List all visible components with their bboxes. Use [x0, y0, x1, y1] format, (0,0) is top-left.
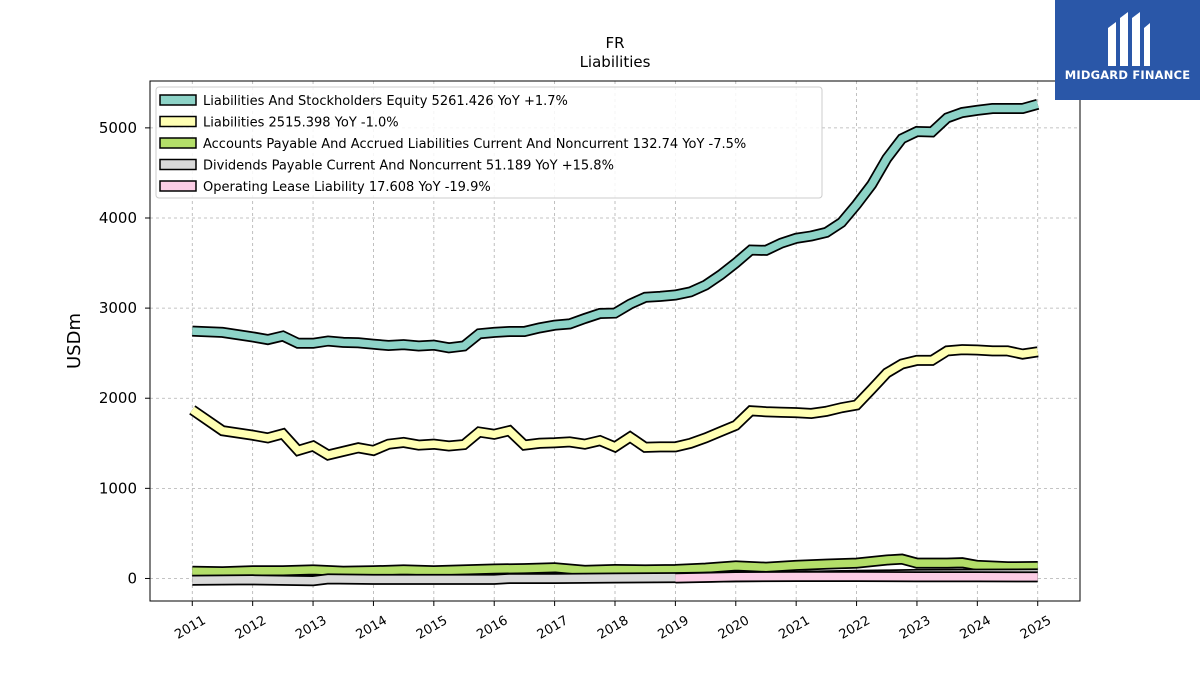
y-axis: 0 1000 2000 3000 4000 5000 — [99, 119, 150, 587]
y-axis-label: USDm — [64, 313, 85, 369]
legend-label: Liabilities And Stockholders Equity 5261… — [203, 94, 568, 109]
x-tick-label: 2018 — [595, 613, 631, 643]
series-line-1 — [190, 345, 1039, 460]
legend-swatch — [159, 115, 197, 128]
y-tick-label: 2000 — [99, 389, 137, 407]
y-tick-label: 3000 — [99, 299, 137, 317]
x-tick-label: 2022 — [837, 613, 873, 643]
chart-title: FR — [605, 34, 624, 52]
series-layer — [189, 99, 1040, 587]
x-axis: 2011 2012 2013 2014 2015 2016 2017 2018 2019 2020… — [172, 601, 1054, 643]
brand-name: MIDGARD FINANCE — [1064, 68, 1191, 82]
series-line-4 — [675, 572, 1038, 582]
series-line-0 — [192, 100, 1039, 352]
x-tick-label: 2019 — [656, 613, 692, 643]
x-tick-label: 2016 — [474, 613, 510, 643]
legend-label: Liabilities 2515.398 YoY -1.0% — [203, 116, 399, 131]
y-tick-label: 4000 — [99, 209, 137, 227]
legend-label: Operating Lease Liability 17.608 YoY -19… — [203, 180, 491, 195]
series-line-2 — [192, 555, 1038, 576]
legend-label: Accounts Payable And Accrued Liabilities… — [203, 137, 746, 152]
midgard-logo-icon — [1108, 12, 1150, 66]
legend-label: Dividends Payable Current And Noncurrent… — [203, 159, 614, 174]
x-tick-label: 2012 — [233, 613, 269, 643]
legend-swatch — [159, 180, 197, 192]
y-tick-label: 0 — [127, 569, 137, 587]
x-tick-label: 2024 — [958, 613, 994, 643]
legend: Liabilities And Stockholders Equity 5261… — [155, 86, 823, 199]
legend-swatch — [159, 137, 197, 149]
legend-swatch — [159, 158, 197, 171]
legend-swatch — [159, 94, 197, 106]
chart-subtitle: Liabilities — [580, 53, 651, 71]
y-tick-label: 5000 — [99, 119, 137, 137]
x-tick-label: 2021 — [776, 613, 812, 643]
x-tick-label: 2011 — [172, 613, 208, 643]
x-tick-label: 2025 — [1018, 613, 1054, 643]
x-tick-label: 2023 — [897, 613, 933, 643]
x-tick-label: 2015 — [414, 613, 450, 643]
brand-logo: MIDGARD FINANCE — [1055, 0, 1200, 100]
legend-frame — [155, 86, 823, 199]
y-tick-label: 1000 — [99, 479, 137, 497]
x-tick-label: 2014 — [354, 613, 390, 643]
x-tick-label: 2013 — [293, 613, 329, 643]
x-tick-label: 2017 — [535, 613, 571, 643]
x-tick-label: 2020 — [716, 613, 752, 643]
